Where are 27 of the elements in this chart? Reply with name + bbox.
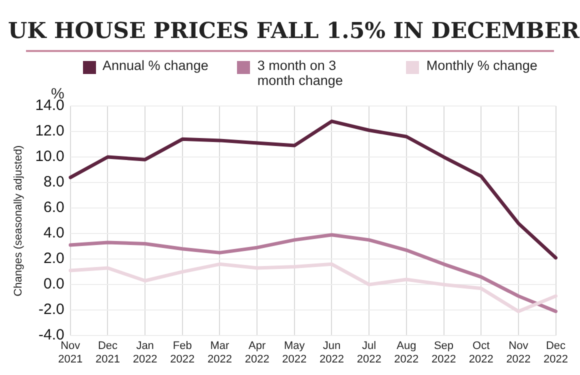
- x-tick-label: Jul 2022: [356, 340, 382, 366]
- x-tick-label: Nov 2021: [58, 340, 83, 366]
- x-tick-label: Nov 2022: [506, 340, 531, 366]
- x-tick-label: Sep 2022: [432, 340, 456, 366]
- y-tick-label: 12.0: [35, 122, 64, 140]
- legend-label: 3 month on 3 month change: [257, 58, 344, 88]
- legend-label: Monthly % change: [426, 58, 538, 73]
- y-tick-label: 0.0: [44, 276, 64, 293]
- y-tick-label: 6.0: [44, 199, 64, 216]
- chart-title: UK HOUSE PRICES FALL 1.5% IN DECEMBER: [8, 17, 580, 46]
- x-tick-label: Dec 2022: [544, 340, 568, 366]
- y-tick-label: -2.0: [38, 301, 64, 318]
- x-tick-label: Dec 2021: [95, 340, 120, 366]
- y-tick-label: 2.0: [44, 250, 64, 268]
- y-axis-title: Changes (seasonally adjusted): [12, 145, 25, 296]
- x-tick-label: Aug 2022: [394, 340, 419, 366]
- x-tick-label: Jan 2022: [132, 340, 158, 366]
- x-tick-label: May 2022: [282, 340, 307, 366]
- legend-label: Annual % change: [102, 58, 208, 73]
- x-tick-label: Feb 2022: [170, 340, 195, 366]
- y-tick-label: 4.0: [44, 224, 64, 242]
- y-tick-label: 10.0: [35, 148, 64, 166]
- x-tick-label: Mar 2022: [207, 340, 232, 366]
- x-tick-label: Apr 2022: [244, 340, 270, 366]
- x-tick-label: Oct 2022: [468, 340, 494, 366]
- x-tick-label: Jun 2022: [320, 340, 344, 366]
- y-tick-label: 8.0: [44, 174, 64, 191]
